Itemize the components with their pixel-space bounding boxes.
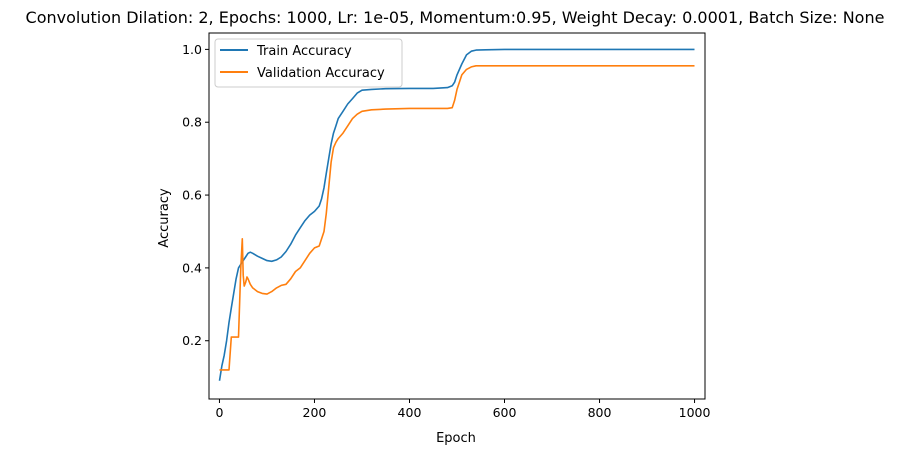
x-tick-label: 600 (493, 405, 517, 420)
y-axis-label: Accuracy (157, 188, 172, 248)
y-tick-label: 0.2 (182, 333, 202, 348)
chart-title: Convolution Dilation: 2, Epochs: 1000, L… (26, 8, 885, 27)
x-tick-label: 0 (215, 405, 223, 420)
x-tick-label: 400 (398, 405, 422, 420)
x-tick-label: 200 (303, 405, 327, 420)
legend-label-validation: Validation Accuracy (257, 66, 385, 81)
series-line-validation (219, 65, 695, 371)
x-axis-label: Epoch (436, 431, 476, 446)
x-tick-label: 800 (588, 405, 612, 420)
x-tick-label: 1000 (679, 405, 711, 420)
y-tick-label: 1.0 (182, 42, 202, 57)
legend: Train Accuracy Validation Accuracy (214, 38, 403, 88)
y-tick-label: 0.8 (182, 115, 202, 130)
plot-frame (208, 32, 706, 400)
legend-box (214, 38, 403, 88)
series-line-train (218, 48, 695, 381)
legend-label-train: Train Accuracy (256, 44, 352, 59)
y-tick-label: 0.4 (182, 260, 202, 275)
y-tick-label: 0.6 (182, 188, 202, 203)
